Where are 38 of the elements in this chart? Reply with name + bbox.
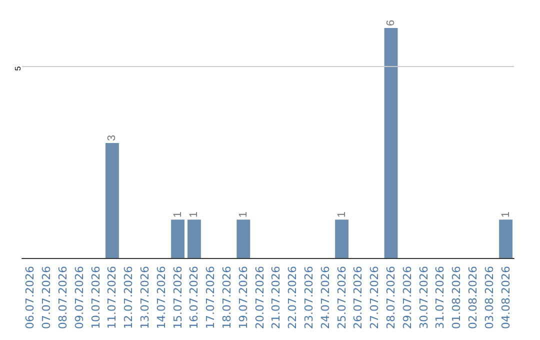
x-tick-label: 22.07.2026: [286, 266, 300, 330]
x-tick-label: 21.07.2026: [270, 266, 283, 330]
data-label: 6: [385, 20, 397, 26]
x-tick-label: 20.07.2026: [253, 266, 266, 330]
x-tick-label: 29.07.2026: [400, 266, 414, 330]
x-tick-label: 30.07.2026: [417, 266, 430, 330]
x-tick-label: 31.07.2026: [434, 266, 447, 330]
x-tick-label: 26.07.2026: [352, 266, 365, 330]
x-tick-label: 18.07.2026: [220, 266, 234, 330]
x-tick-label: 08.07.2026: [56, 266, 70, 330]
x-tick-label: 07.07.2026: [40, 266, 54, 330]
x-tick-label: 25.07.2026: [335, 266, 348, 330]
x-tick-label: 17.07.2026: [204, 266, 218, 330]
data-label: 1: [500, 212, 512, 218]
ref-line-label: 5: [14, 66, 22, 71]
x-tick-label: 03.08.2026: [482, 266, 496, 330]
x-tick-label: 02.08.2026: [466, 266, 480, 330]
x-tick-label: 23.07.2026: [302, 266, 316, 330]
x-tick-label: 12.07.2026: [122, 266, 136, 330]
x-tick-label: 13.07.2026: [138, 266, 152, 330]
x-tick-label: 24.07.2026: [318, 266, 332, 330]
x-tick-label: 27.07.2026: [368, 266, 382, 330]
data-label: 3: [106, 134, 118, 142]
x-tick-label: 19.07.2026: [236, 266, 250, 330]
x-tick-label: 04.08.2026: [499, 266, 512, 330]
x-tick-label: 16.07.2026: [188, 266, 201, 330]
data-label: 1: [188, 212, 200, 218]
data-label: 1: [237, 212, 250, 218]
x-tick-label: 11.07.2026: [106, 266, 119, 330]
x-tick-label: 09.07.2026: [72, 266, 86, 330]
x-tick-label: 01.08.2026: [450, 266, 464, 330]
x-tick-label: 10.07.2026: [89, 266, 102, 330]
x-tick-label: 28.07.2026: [384, 266, 398, 330]
x-tick-label: 06.07.2026: [24, 266, 37, 330]
x-tick-label: 15.07.2026: [171, 266, 184, 330]
data-label: 1: [336, 212, 348, 218]
data-label: 1: [172, 212, 184, 218]
x-tick-label: 14.07.2026: [154, 266, 168, 330]
